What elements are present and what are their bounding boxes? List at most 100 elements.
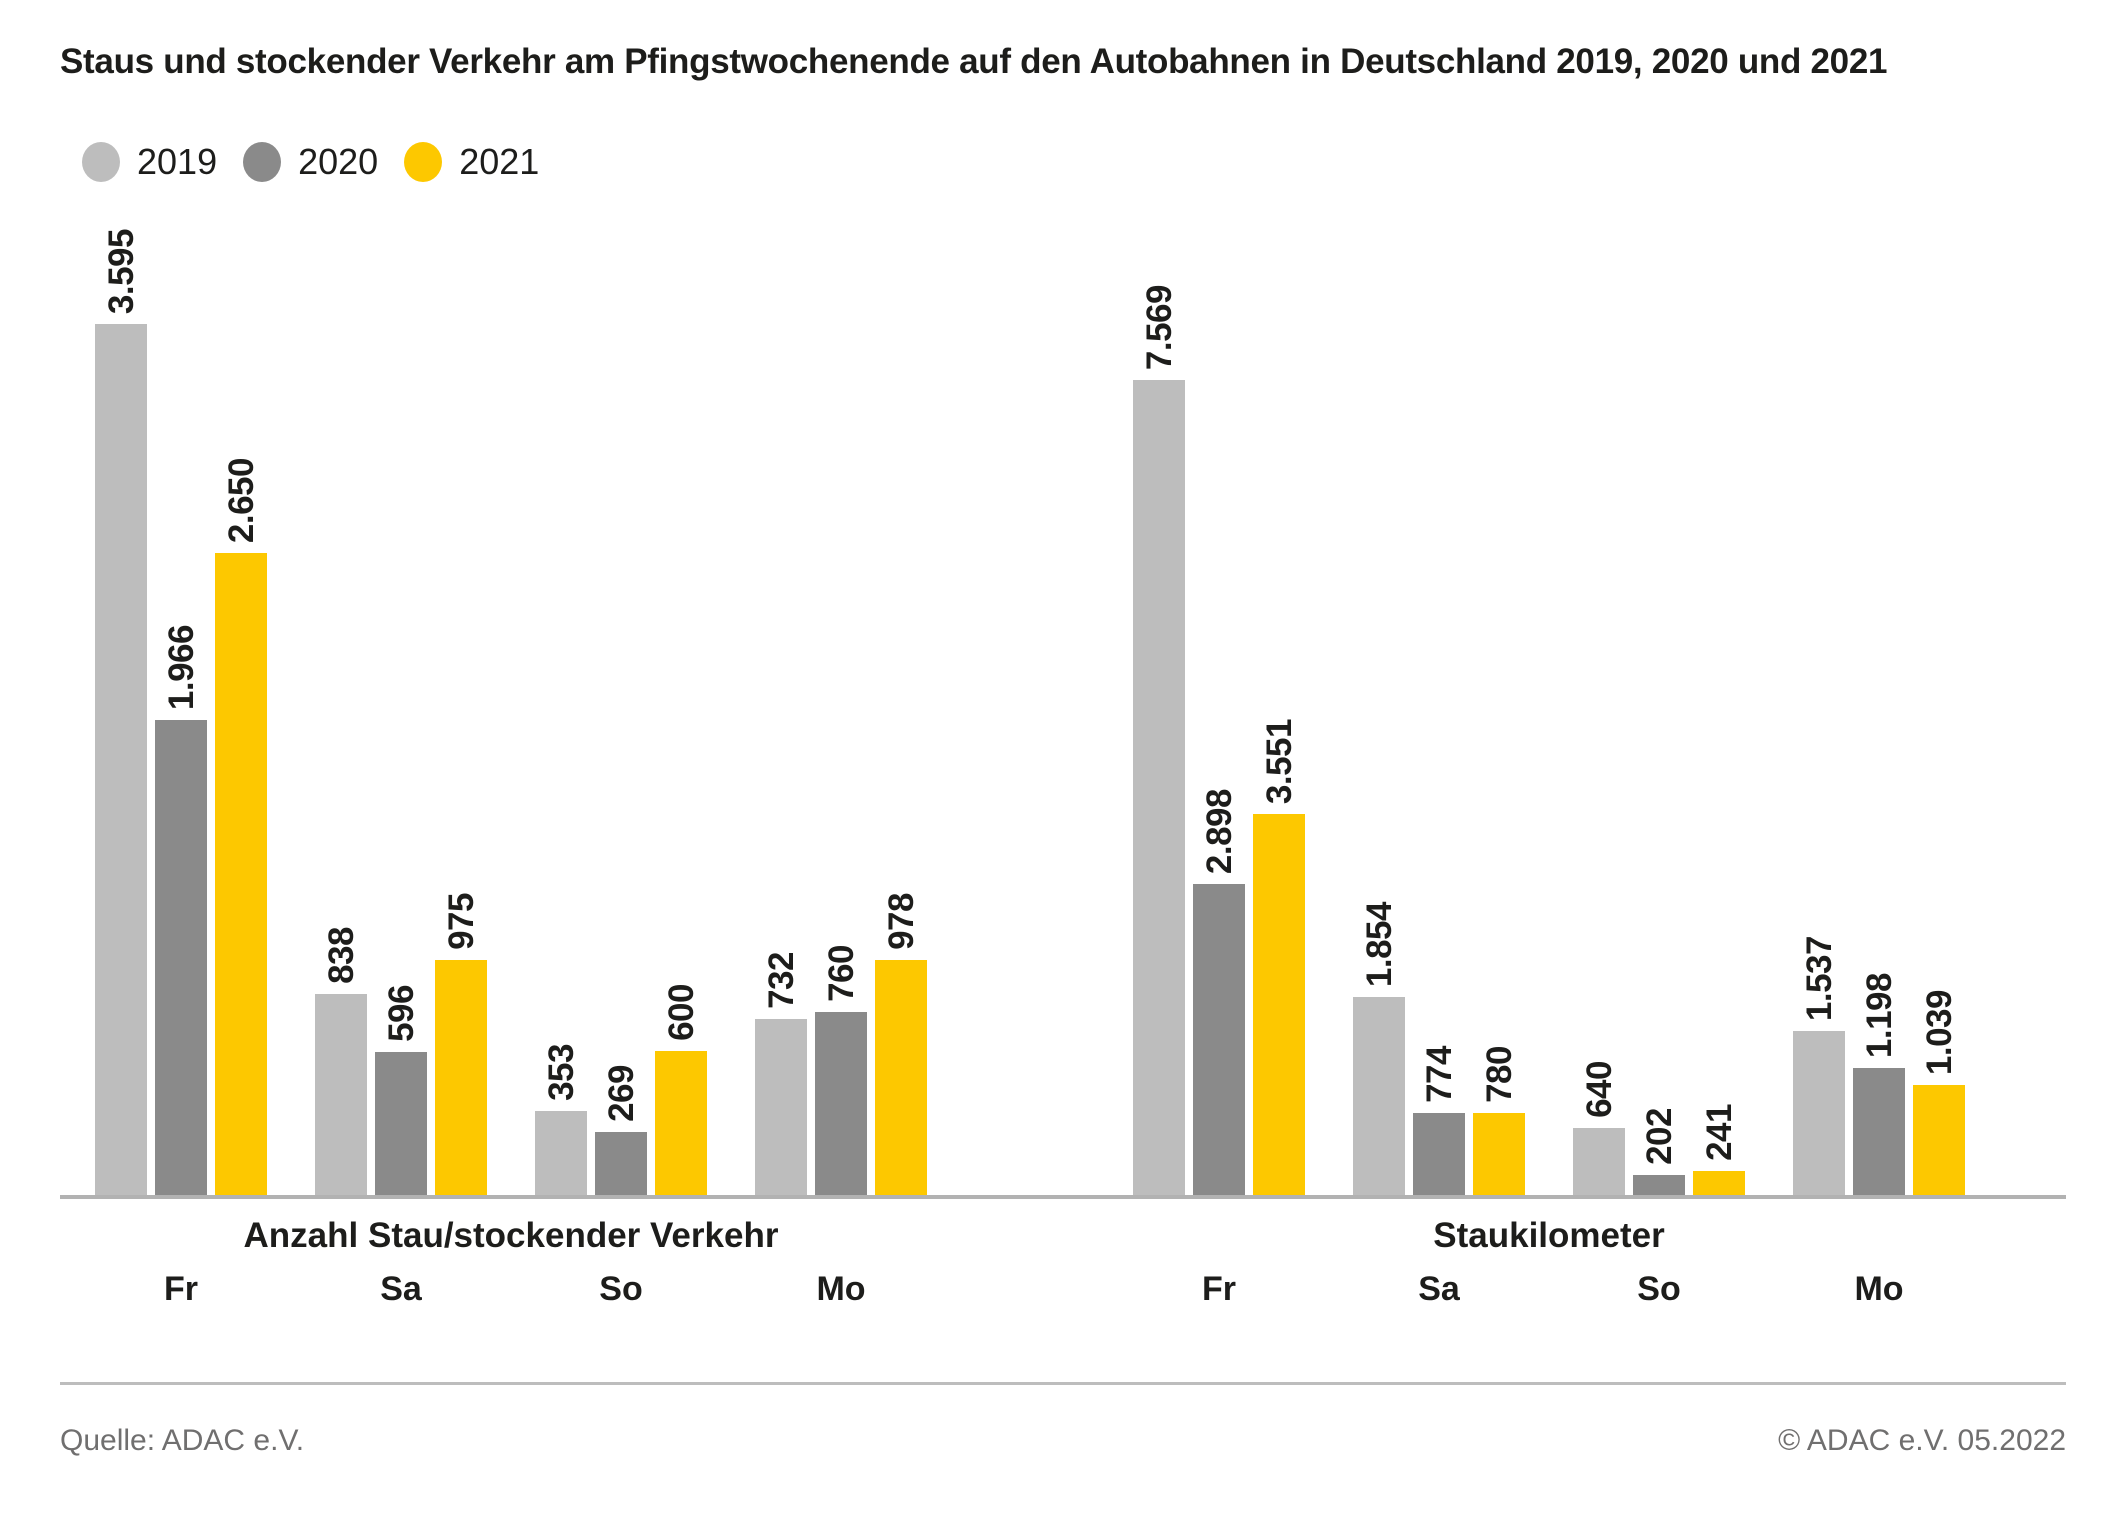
legend-label: 2020 (298, 141, 379, 182)
bar-value-label: 600 (661, 984, 701, 1041)
category-label-so: So (1637, 1270, 1681, 1308)
bar-value-label: 732 (761, 952, 801, 1009)
bar-value-label: 760 (821, 945, 861, 1002)
bar-2020-fr (155, 720, 207, 1197)
bar-col-2020-so: 202 (1633, 1108, 1685, 1197)
bar-value-label: 2.650 (221, 457, 261, 543)
bar-group-so: 353 269 600 (535, 984, 707, 1197)
bar-2019-fr (1133, 380, 1185, 1197)
bar-col-2019-mo: 732 (755, 952, 807, 1197)
bar-col-2020-sa: 596 (375, 985, 427, 1197)
category-label-fr: Fr (1202, 1270, 1236, 1308)
bar-2020-so (1633, 1175, 1685, 1197)
x-axis-line (60, 1195, 2066, 1199)
bar-chart-staukilometer: 7.569 2.898 3.551 1.854 774 780 640 202 241 1.537… (1133, 285, 1965, 1197)
bar-2021-fr (215, 553, 267, 1197)
bar-2019-sa (315, 994, 367, 1197)
bar-2019-sa (1353, 997, 1405, 1197)
bar-col-2020-mo: 1.198 (1853, 973, 1905, 1197)
legend-label: 2021 (459, 141, 540, 182)
bar-value-label: 202 (1639, 1108, 1679, 1165)
bar-2021-sa (1473, 1113, 1525, 1197)
bar-value-label: 1.966 (161, 624, 201, 710)
bar-col-2021-mo: 1.039 (1913, 990, 1965, 1197)
bar-2019-fr (95, 324, 147, 1197)
bar-value-label: 596 (381, 985, 421, 1042)
legend-label: 2019 (137, 141, 218, 182)
bar-2020-mo (815, 1012, 867, 1197)
bar-group-sa: 838 596 975 (315, 893, 487, 1197)
bar-col-2019-sa: 1.854 (1353, 902, 1405, 1197)
bar-2020-sa (375, 1052, 427, 1197)
bar-value-label: 838 (321, 927, 361, 984)
footer-divider (60, 1382, 2066, 1385)
bar-value-label: 353 (541, 1044, 581, 1101)
bar-value-label: 780 (1479, 1046, 1519, 1103)
bar-2020-fr (1193, 884, 1245, 1197)
chart-title-anzahl: Anzahl Stau/stockender Verkehr (243, 1216, 779, 1255)
bar-value-label: 1.198 (1859, 972, 1899, 1058)
bar-value-label: 7.569 (1139, 284, 1179, 370)
chart-title-staukilometer: Staukilometer (1433, 1216, 1665, 1255)
bar-2021-so (655, 1051, 707, 1197)
copyright-note: © ADAC e.V. 05.2022 (1778, 1424, 2066, 1457)
bar-2019-so (535, 1111, 587, 1197)
category-label-sa: Sa (1418, 1270, 1460, 1308)
category-label-mo: Mo (1854, 1270, 1904, 1308)
bar-group-fr: 7.569 2.898 3.551 (1133, 285, 1305, 1197)
bar-value-label: 3.595 (101, 228, 141, 314)
category-label-fr: Fr (164, 1270, 198, 1308)
bar-col-2021-mo: 978 (875, 893, 927, 1197)
bar-2021-mo (875, 960, 927, 1197)
bar-col-2021-fr: 3.551 (1253, 719, 1305, 1197)
bar-group-mo: 732 760 978 (755, 893, 927, 1197)
category-label-so: So (599, 1270, 643, 1308)
bar-col-2021-fr: 2.650 (215, 458, 267, 1197)
bar-group-mo: 1.537 1.198 1.039 (1793, 936, 1965, 1197)
bar-value-label: 978 (881, 893, 921, 950)
bar-col-2020-sa: 774 (1413, 1046, 1465, 1197)
bar-group-fr: 3.595 1.966 2.650 (95, 229, 267, 1197)
bar-2021-mo (1913, 1085, 1965, 1197)
bar-value-label: 640 (1579, 1061, 1619, 1118)
legend-item-2020: 2020 (243, 141, 378, 183)
legend-swatch-icon (404, 142, 443, 182)
bar-col-2019-mo: 1.537 (1793, 936, 1845, 1197)
bar-col-2019-fr: 3.595 (95, 229, 147, 1197)
page-title: Staus und stockender Verkehr am Pfingstw… (60, 42, 1888, 81)
bar-value-label: 3.551 (1259, 718, 1299, 804)
bar-value-label: 269 (601, 1065, 641, 1122)
bar-chart-anzahl: 3.595 1.966 2.650 838 596 975 353 269 600 732 760 9… (95, 229, 927, 1197)
source-note: Quelle: ADAC e.V. (60, 1424, 305, 1457)
bar-value-label: 1.854 (1359, 901, 1399, 987)
category-label-mo: Mo (816, 1270, 866, 1308)
bar-value-label: 1.537 (1799, 935, 1839, 1021)
bar-col-2021-sa: 975 (435, 893, 487, 1197)
bar-2020-sa (1413, 1113, 1465, 1197)
bar-value-label: 774 (1419, 1046, 1459, 1103)
bar-col-2020-so: 269 (595, 1065, 647, 1197)
legend-swatch-icon (243, 142, 282, 182)
bar-2020-so (595, 1132, 647, 1197)
bar-2019-so (1573, 1128, 1625, 1197)
legend: 2019 2020 2021 (82, 141, 565, 183)
legend-item-2019: 2019 (82, 141, 217, 183)
bar-2020-mo (1853, 1068, 1905, 1197)
bar-value-label: 241 (1699, 1104, 1739, 1161)
bar-col-2020-mo: 760 (815, 945, 867, 1197)
bar-value-label: 975 (441, 893, 481, 950)
bar-group-sa: 1.854 774 780 (1353, 902, 1525, 1197)
bar-value-label: 1.039 (1919, 989, 1959, 1075)
bar-2021-so (1693, 1171, 1745, 1197)
bar-col-2020-fr: 1.966 (155, 625, 207, 1197)
bar-col-2021-sa: 780 (1473, 1046, 1525, 1197)
bar-col-2021-so: 241 (1693, 1104, 1745, 1197)
bar-2021-sa (435, 960, 487, 1197)
bar-2021-fr (1253, 814, 1305, 1197)
bar-2019-mo (1793, 1031, 1845, 1197)
bar-col-2019-sa: 838 (315, 927, 367, 1197)
bar-col-2020-fr: 2.898 (1193, 789, 1245, 1197)
bar-2019-mo (755, 1019, 807, 1197)
bar-group-so: 640 202 241 (1573, 1061, 1745, 1197)
